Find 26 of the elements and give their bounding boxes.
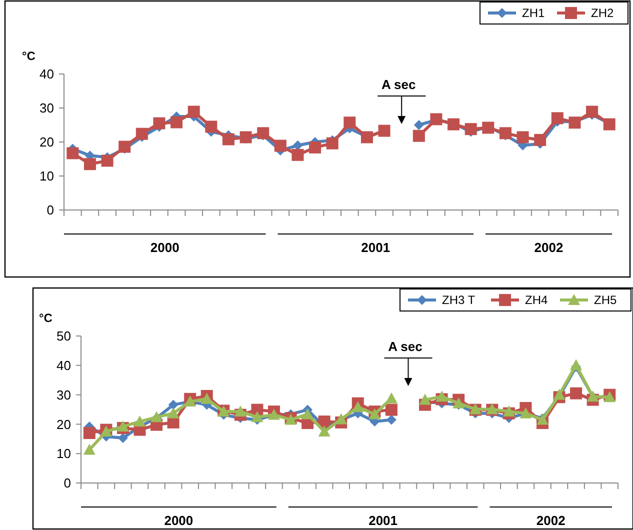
y-tick-label: 30 xyxy=(40,100,54,116)
legend-label: ZH4 xyxy=(525,293,548,308)
y-tick-label: 40 xyxy=(40,66,54,82)
y-tick-label: 20 xyxy=(56,416,71,432)
y-axis-title: °C xyxy=(39,311,53,325)
legend-label: ZH1 xyxy=(522,6,545,20)
legend-label: ZH3 T xyxy=(442,293,476,308)
text: 2000 xyxy=(150,240,180,255)
text: 2001 xyxy=(368,513,398,528)
y-tick-label: 40 xyxy=(56,358,71,373)
text: 2001 xyxy=(361,240,390,255)
y-tick-label: 30 xyxy=(56,387,71,402)
y-axis-title: °C xyxy=(22,49,36,63)
legend-label: ZH2 xyxy=(591,6,614,20)
text: 2002 xyxy=(534,240,564,255)
text: 2000 xyxy=(164,513,194,528)
annotation: A sec xyxy=(381,77,416,92)
y-tick-label: 10 xyxy=(40,168,54,184)
text: 2002 xyxy=(536,513,566,528)
y-tick-label: 0 xyxy=(46,202,54,218)
annotation: A sec xyxy=(388,339,422,354)
y-tick-label: 0 xyxy=(64,476,71,491)
y-tick-label: 20 xyxy=(40,134,54,150)
legend-label: ZH5 xyxy=(594,293,617,308)
y-tick-label: 50 xyxy=(56,328,71,344)
y-tick-label: 10 xyxy=(56,446,71,462)
